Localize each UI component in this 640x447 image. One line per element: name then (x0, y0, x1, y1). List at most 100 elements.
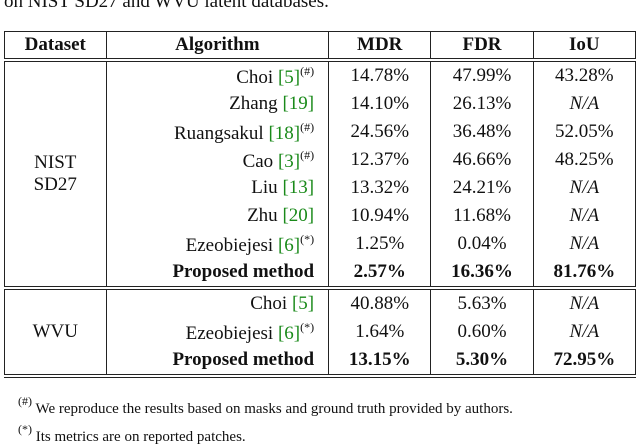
footnote-text: Its metrics are on reported patches. (35, 429, 246, 445)
note-mark: (#) (300, 147, 315, 162)
footnote: (*) Its metrics are on reported patches. (18, 419, 513, 447)
citation: [6] (277, 322, 301, 344)
metric-cell: N/A (532, 174, 637, 202)
algorithm-cell: Choi [5] (105, 288, 330, 318)
metric-cell: 0.60% (430, 318, 534, 346)
caption: on NIST SD27 and WVU latent databases. (4, 0, 329, 12)
citation: [3] (277, 150, 301, 172)
header-cell: Algorithm (105, 31, 330, 60)
algorithm-name: Proposed method (172, 349, 315, 370)
algorithm-name: Ezeobiejesi (185, 234, 274, 256)
algorithm-cell: Proposed method (105, 346, 330, 376)
algorithm-name: Ruangsakul (173, 122, 264, 144)
algorithm-name: Cao (242, 150, 274, 172)
page: {"caption": "on NIST SD27 and WVU latent… (4, 0, 637, 445)
metric-cell: 43.28% (532, 60, 637, 90)
row: Ruangsakul [18](#) 24.56% 36.48% 52.05% (5, 118, 637, 146)
dataset-line: WVU (32, 321, 78, 342)
metric-cell: 14.10% (328, 90, 432, 118)
group: WVU Choi [5] 40.88% 5.63% N/A Ezeobiejesi [6]… (4, 288, 637, 376)
metric-cell: 0.04% (430, 230, 534, 258)
metric-cell: N/A (532, 288, 637, 318)
dataset-line: SD27 (33, 174, 77, 195)
row: Zhang [19] 14.10% 26.13% N/A (5, 90, 637, 118)
row: Cao [3](#) 12.37% 46.66% 48.25% (5, 146, 637, 174)
metric-cell: 12.37% (328, 146, 432, 174)
algorithm-cell: Zhu [20] (105, 202, 330, 230)
metric-cell: 26.13% (430, 90, 534, 118)
footnote-mark: (#) (18, 394, 32, 408)
citation: [18] (268, 122, 301, 144)
algorithm-cell: Choi [5](#) (105, 60, 330, 90)
citation: [13] (282, 177, 315, 198)
algorithm-name: Liu (251, 177, 278, 198)
metric-cell: 10.94% (328, 202, 432, 230)
metric-cell: 13.32% (328, 174, 432, 202)
dataset-line: NIST (34, 152, 77, 173)
metric-cell: N/A (532, 90, 637, 118)
results-table: Dataset Algorithm MDR FDR IoU NIST SD27 Choi [… (4, 31, 637, 378)
row: Liu [13] 13.32% 24.21% N/A (5, 174, 637, 202)
header-cell: Dataset (4, 31, 107, 60)
row: WVU Choi [5] 40.88% 5.63% N/A (4, 288, 637, 376)
metric-cell: 52.05% (532, 118, 637, 146)
note-mark: (#) (300, 63, 315, 78)
header-cell: IoU (532, 31, 637, 60)
metric-cell: 24.21% (430, 174, 534, 202)
header-cell: FDR (430, 31, 534, 60)
footnotes: (#) We reproduce the results based on ma… (18, 391, 513, 447)
footnote: (#) We reproduce the results based on ma… (18, 391, 513, 419)
algorithm-name: Choi (236, 66, 274, 88)
metric-cell: 72.95% (532, 346, 637, 376)
algorithm-cell: Zhang [19] (105, 90, 330, 118)
note-mark: (*) (300, 231, 315, 246)
metric-cell: N/A (532, 202, 637, 230)
metric-cell: N/A (532, 318, 637, 346)
row: Zhu [20] 10.94% 11.68% N/A (5, 202, 637, 230)
metric-cell: 40.88% (328, 288, 432, 318)
algorithm-name: Zhang (229, 93, 278, 114)
metric-cell: 48.25% (532, 146, 637, 174)
row: NIST SD27 Choi [5](#) 14.78% 47.99% 43.28% (4, 60, 637, 288)
citation: [6] (277, 234, 301, 256)
algorithm-cell: Ruangsakul [18](#) (105, 118, 330, 146)
note-mark: (#) (300, 119, 315, 134)
header-row: Dataset Algorithm MDR FDR IoU (4, 31, 637, 60)
metric-cell: 5.63% (430, 288, 534, 318)
dataset-cell: WVU (4, 288, 107, 376)
metric-cell: 47.99% (430, 60, 534, 90)
citation: [5] (291, 293, 315, 314)
algorithm-cell: Ezeobiejesi [6](*) (105, 230, 330, 258)
algorithm-cell: Proposed method (105, 258, 330, 288)
metric-cell: 13.15% (328, 346, 432, 376)
algorithm-cell: Cao [3](#) (105, 146, 330, 174)
metric-cell: 46.66% (430, 146, 534, 174)
footnote-mark: (*) (18, 422, 32, 436)
citation: [20] (282, 205, 315, 226)
metric-cell: 24.56% (328, 118, 432, 146)
metric-cell: 81.76% (532, 258, 637, 288)
header-cell: MDR (328, 31, 432, 60)
metric-cell: 1.64% (328, 318, 432, 346)
metric-cell: 2.57% (328, 258, 432, 288)
footnote-text: We reproduce the results based on masks … (35, 401, 513, 417)
algorithm-name: Zhu (247, 205, 278, 226)
metric-cell: 36.48% (430, 118, 534, 146)
citation: [19] (282, 93, 315, 114)
algorithm-cell: Liu [13] (105, 174, 330, 202)
row: Proposed method 13.15% 5.30% 72.95% (5, 346, 637, 376)
row: Proposed method 2.57% 16.36% 81.76% (5, 258, 637, 288)
metric-cell: 11.68% (430, 202, 534, 230)
group: NIST SD27 Choi [5](#) 14.78% 47.99% 43.28% Zha… (4, 60, 637, 288)
citation: [5] (277, 66, 301, 88)
metric-cell: 5.30% (430, 346, 534, 376)
note-mark: (*) (300, 319, 315, 334)
metric-cell: 1.25% (328, 230, 432, 258)
metric-cell: N/A (532, 230, 637, 258)
algorithm-name: Proposed method (172, 261, 315, 282)
metric-cell: 16.36% (430, 258, 534, 288)
row: Ezeobiejesi [6](*) 1.25% 0.04% N/A (5, 230, 637, 258)
algorithm-name: Ezeobiejesi (185, 322, 274, 344)
metric-cell: 14.78% (328, 60, 432, 90)
dataset-cell: NIST SD27 (4, 60, 107, 288)
